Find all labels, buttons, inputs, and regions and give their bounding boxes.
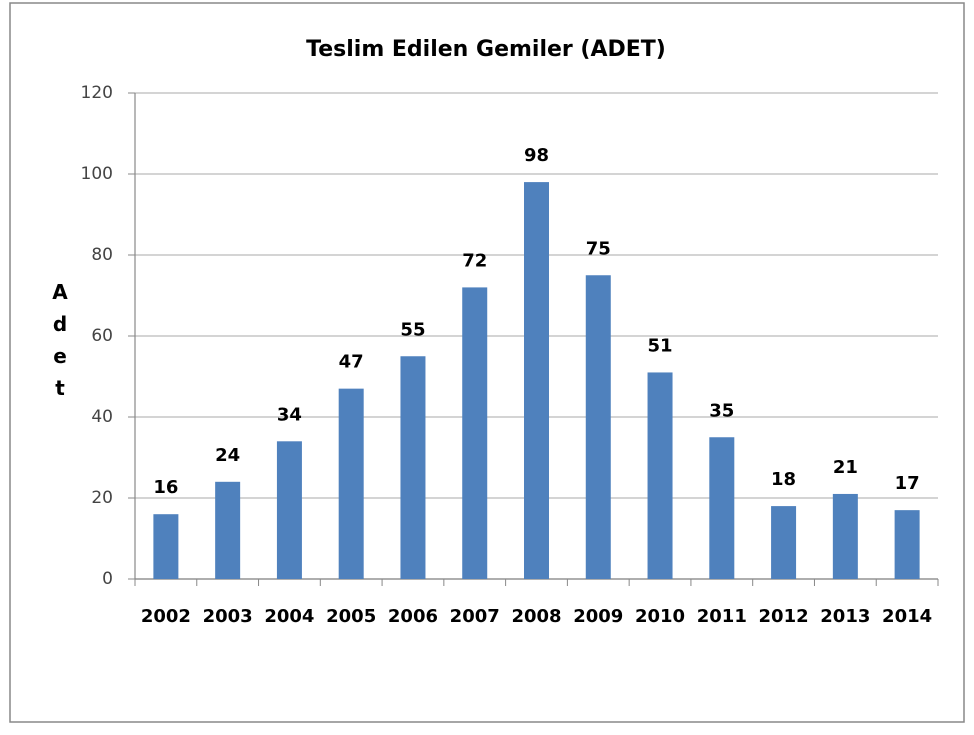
value-label: 35 (709, 400, 734, 421)
value-label: 47 (339, 352, 364, 373)
y-tick-label: 0 (102, 569, 113, 589)
y-tick-label: 120 (81, 83, 113, 103)
y-axis-label: Adet (48, 280, 72, 408)
x-tick-label: 2003 (203, 606, 253, 627)
y-tick-label: 20 (91, 488, 113, 508)
value-label: 75 (586, 238, 611, 259)
y-tick-label: 100 (81, 164, 113, 184)
x-tick-label: 2006 (388, 606, 438, 627)
value-label: 34 (277, 404, 302, 425)
x-tick-label: 2010 (635, 606, 685, 627)
value-label: 72 (462, 250, 487, 271)
bar (647, 372, 673, 579)
x-tick-label: 2004 (264, 606, 314, 627)
x-tick-label: 2008 (511, 606, 561, 627)
bar (400, 356, 426, 579)
x-tick-label: 2005 (326, 606, 376, 627)
x-tick-label: 2007 (450, 606, 500, 627)
bar (771, 506, 797, 579)
bar (524, 182, 549, 579)
x-tick-label: 2009 (573, 606, 623, 627)
y-tick-label: 60 (91, 326, 113, 346)
value-label: 17 (895, 473, 920, 494)
y-tick-label: 80 (91, 245, 113, 265)
bar (832, 493, 858, 579)
value-label: 21 (833, 457, 858, 478)
x-tick-label: 2013 (820, 606, 870, 627)
value-label: 16 (153, 477, 178, 498)
y-tick-label: 40 (91, 407, 113, 427)
value-label: 24 (215, 445, 240, 466)
value-label: 98 (524, 145, 549, 166)
x-tick-label: 2011 (697, 606, 747, 627)
value-label: 51 (648, 335, 673, 356)
value-label: 55 (400, 319, 425, 340)
x-tick-label: 2014 (882, 606, 932, 627)
x-tick-label: 2002 (141, 606, 191, 627)
bar (709, 437, 735, 579)
bar (215, 481, 241, 579)
chart-title: Teslim Edilen Gemiler (ADET) (306, 37, 666, 62)
x-tick-label: 2012 (759, 606, 809, 627)
bar (338, 388, 364, 579)
bar (585, 275, 611, 579)
bar (894, 510, 920, 579)
value-label: 18 (771, 469, 796, 490)
bar (276, 441, 302, 579)
bar (153, 514, 179, 579)
bar (462, 287, 488, 579)
